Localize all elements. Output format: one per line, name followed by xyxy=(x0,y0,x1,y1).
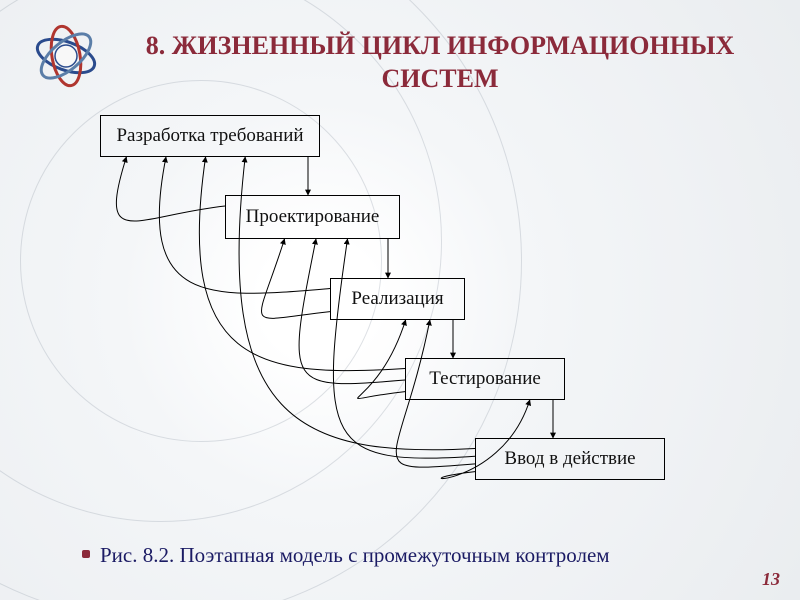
figure-caption: Рис. 8.2. Поэтапная модель с промежуточн… xyxy=(100,543,610,568)
slide-title: 8. ЖИЗНЕННЫЙ ЦИКЛ ИНФОРМАЦИОННЫХ СИСТЕМ xyxy=(120,30,760,95)
flowchart-node: Тестирование xyxy=(405,358,565,400)
logo xyxy=(34,24,98,88)
flowchart-node: Проектирование xyxy=(225,195,400,239)
flowchart-node: Разработка требований xyxy=(100,115,320,157)
page-number: 13 xyxy=(762,569,780,590)
bullet-icon xyxy=(82,550,90,558)
slide: 8. ЖИЗНЕННЫЙ ЦИКЛ ИНФОРМАЦИОННЫХ СИСТЕМ … xyxy=(0,0,800,600)
flowchart-node: Ввод в действие xyxy=(475,438,665,480)
flowchart-node: Реализация xyxy=(330,278,465,320)
